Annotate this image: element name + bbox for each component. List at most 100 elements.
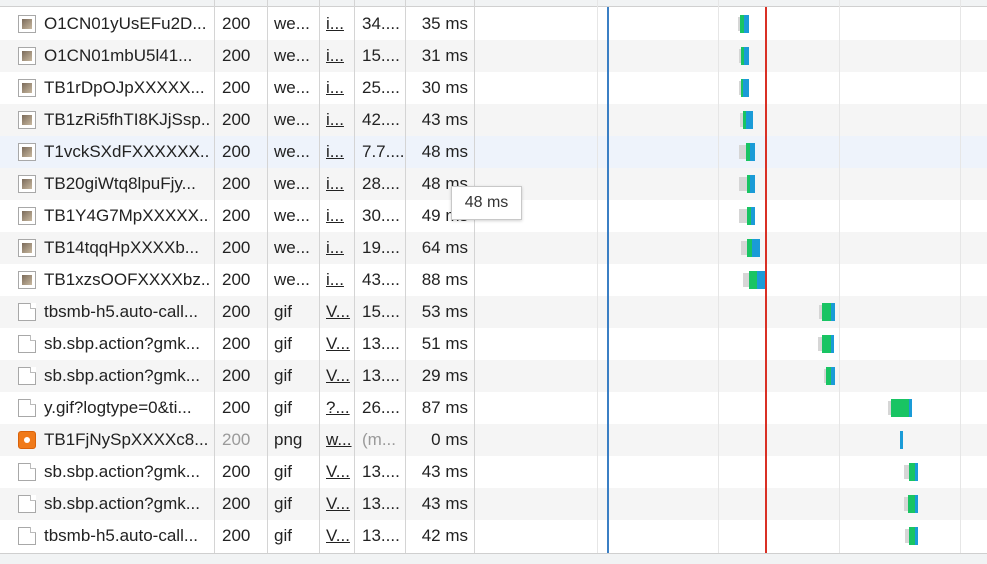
- initiator-link[interactable]: i...: [326, 14, 344, 33]
- request-time: 43 ms: [421, 494, 468, 513]
- initiator-link[interactable]: i...: [326, 174, 344, 193]
- waterfall-receiving-bar[interactable]: [746, 111, 753, 129]
- waterfall-receiving-bar[interactable]: [915, 527, 918, 545]
- waterfall-receiving-bar[interactable]: [750, 175, 755, 193]
- waterfall-receiving-bar[interactable]: [743, 79, 749, 97]
- initiator-link[interactable]: V...: [326, 366, 350, 385]
- waterfall-download-bar[interactable]: [740, 15, 744, 33]
- column-divider[interactable]: [474, 0, 475, 555]
- waterfall-download-bar[interactable]: [743, 111, 746, 129]
- waterfall-download-bar[interactable]: [746, 143, 750, 161]
- column-divider[interactable]: [405, 0, 406, 555]
- waterfall-download-bar[interactable]: [826, 367, 831, 385]
- waterfall-download-bar[interactable]: [741, 47, 744, 65]
- initiator-link[interactable]: V...: [326, 462, 350, 481]
- waterfall-download-bar[interactable]: [747, 239, 752, 257]
- waterfall-waiting-bar[interactable]: [904, 465, 909, 479]
- waterfall-download-bar[interactable]: [822, 303, 831, 321]
- waterfall-download-bar[interactable]: [909, 527, 915, 545]
- initiator-link[interactable]: V...: [326, 494, 350, 513]
- table-row[interactable]: TB1xzsOOFXXXXbz... 200 we... i... 43.... 88 m…: [0, 264, 987, 296]
- initiator-link[interactable]: i...: [326, 238, 344, 257]
- waterfall-waiting-bar[interactable]: [743, 273, 749, 287]
- request-name: O1CN01mbU5l41...: [44, 46, 193, 65]
- waterfall-receiving-bar[interactable]: [757, 271, 765, 289]
- table-row[interactable]: O1CN01mbU5l41... 200 we... i... 15.... 31 ms: [0, 40, 987, 72]
- table-row[interactable]: sb.sbp.action?gmk... 200 gif V... 13.... 43 m…: [0, 488, 987, 520]
- initiator-link[interactable]: i...: [326, 142, 344, 161]
- table-row[interactable]: TB1zRi5fhTI8KJjSsp... 200 we... i... 42.... 4…: [0, 104, 987, 136]
- waterfall-receiving-bar[interactable]: [752, 239, 760, 257]
- waterfall-download-bar[interactable]: [822, 335, 831, 353]
- load-event-marker: [765, 7, 767, 553]
- column-divider[interactable]: [319, 0, 320, 555]
- waterfall-download-bar[interactable]: [749, 271, 757, 289]
- waterfall-waiting-bar[interactable]: [739, 49, 741, 63]
- request-name: sb.sbp.action?gmk...: [44, 366, 200, 385]
- initiator-link[interactable]: i...: [326, 46, 344, 65]
- table-row[interactable]: sb.sbp.action?gmk... 200 gif V... 13.... 29 m…: [0, 360, 987, 392]
- table-row[interactable]: T1vckSXdFXXXXXX... 200 we... i... 7.7.... 48 …: [0, 136, 987, 168]
- waterfall-waiting-bar[interactable]: [739, 145, 746, 159]
- column-divider[interactable]: [354, 0, 355, 555]
- waterfall-waiting-bar[interactable]: [888, 401, 891, 415]
- waterfall-receiving-bar[interactable]: [831, 335, 834, 353]
- initiator-link[interactable]: i...: [326, 78, 344, 97]
- waterfall-receiving-bar[interactable]: [900, 431, 903, 449]
- waterfall-waiting-bar[interactable]: [904, 497, 908, 511]
- initiator-link[interactable]: ?...: [326, 398, 350, 417]
- request-time: 88 ms: [421, 270, 468, 289]
- waterfall-waiting-bar[interactable]: [819, 305, 822, 319]
- waterfall-waiting-bar[interactable]: [739, 81, 741, 95]
- waterfall-download-bar[interactable]: [908, 495, 915, 513]
- initiator-link[interactable]: V...: [326, 334, 350, 353]
- table-row[interactable]: y.gif?logtype=0&ti... 200 gif?... 26.... 87 …: [0, 392, 987, 424]
- transfer-size: 13....: [362, 462, 400, 481]
- waterfall-receiving-bar[interactable]: [750, 143, 755, 161]
- waterfall-receiving-bar[interactable]: [744, 15, 749, 33]
- initiator-link[interactable]: V...: [326, 302, 350, 321]
- waterfall-waiting-bar[interactable]: [741, 241, 747, 255]
- initiator-link[interactable]: i...: [326, 110, 344, 129]
- waterfall-receiving-bar[interactable]: [915, 495, 918, 513]
- waterfall-waiting-bar[interactable]: [824, 369, 826, 383]
- resource-type: gif: [274, 398, 292, 417]
- waterfall-download-bar[interactable]: [891, 399, 909, 417]
- resource-type: we...: [274, 238, 310, 257]
- table-row[interactable]: tbsmb-h5.auto-call... 200 gif V... 15.... 53 …: [0, 296, 987, 328]
- waterfall-download-bar[interactable]: [747, 175, 750, 193]
- table-row[interactable]: sb.sbp.action?gmk... 200 gif V... 13.... 43 m…: [0, 456, 987, 488]
- waterfall-waiting-bar[interactable]: [818, 337, 822, 351]
- waterfall-waiting-bar[interactable]: [739, 177, 747, 191]
- waterfall-receiving-bar[interactable]: [744, 47, 749, 65]
- request-time: 43 ms: [421, 110, 468, 129]
- waterfall-download-bar[interactable]: [741, 79, 743, 97]
- waterfall-waiting-bar[interactable]: [905, 529, 909, 543]
- initiator-link[interactable]: V...: [326, 526, 350, 545]
- waterfall-waiting-bar[interactable]: [740, 113, 743, 127]
- table-row[interactable]: TB1FjNySpXXXXc8... 200 png w... (m... 0 ms: [0, 424, 987, 456]
- table-row[interactable]: O1CN01yUsEFu2D... 200 we... i... 34.... 35 ms: [0, 8, 987, 40]
- waterfall-receiving-bar[interactable]: [831, 303, 835, 321]
- transfer-size: 7.7....: [362, 142, 404, 161]
- initiator-link[interactable]: i...: [326, 206, 344, 225]
- initiator-link[interactable]: w...: [326, 430, 352, 449]
- request-name: TB1FjNySpXXXXc8...: [44, 430, 209, 449]
- waterfall-waiting-bar[interactable]: [739, 209, 747, 223]
- waterfall-receiving-bar[interactable]: [909, 399, 912, 417]
- table-row[interactable]: TB14tqqHpXXXXb... 200 we... i... 19.... 64 ms: [0, 232, 987, 264]
- waterfall-receiving-bar[interactable]: [751, 207, 755, 225]
- column-divider[interactable]: [267, 0, 268, 555]
- waterfall-receiving-bar[interactable]: [831, 367, 835, 385]
- table-row[interactable]: TB1rDpOJpXXXXX... 200 we... i... 25.... 30 ms: [0, 72, 987, 104]
- image-thumbnail-icon: [18, 239, 36, 257]
- table-row[interactable]: tbsmb-h5.auto-call... 200 gif V... 13.... 42 …: [0, 520, 987, 552]
- waterfall-waiting-bar[interactable]: [738, 17, 740, 31]
- initiator-link[interactable]: i...: [326, 270, 344, 289]
- column-divider[interactable]: [214, 0, 215, 555]
- waterfall-download-bar[interactable]: [747, 207, 751, 225]
- waterfall-download-bar[interactable]: [909, 463, 915, 481]
- resource-type: we...: [274, 142, 310, 161]
- waterfall-receiving-bar[interactable]: [915, 463, 918, 481]
- request-name: T1vckSXdFXXXXXX...: [44, 142, 210, 161]
